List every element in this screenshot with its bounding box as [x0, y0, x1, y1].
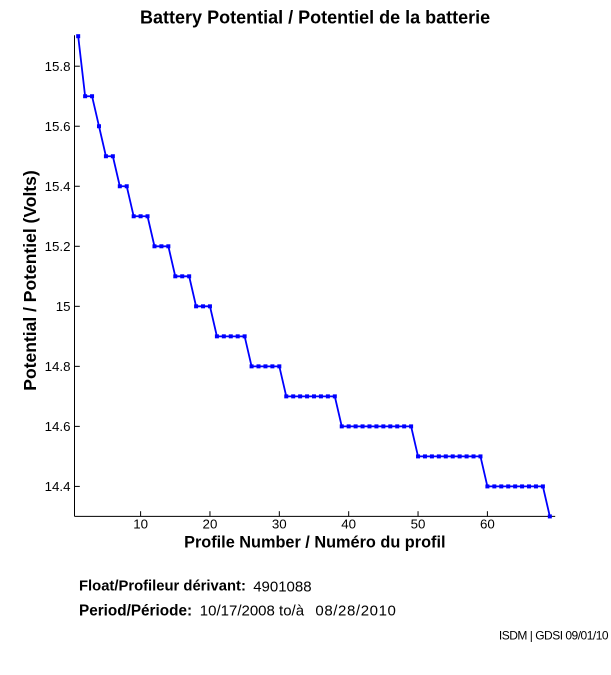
svg-text:10: 10	[133, 517, 148, 532]
svg-text:20: 20	[203, 517, 218, 532]
svg-text:10/17/2008 to/à: 10/17/2008 to/à	[200, 603, 305, 620]
svg-text:15.2: 15.2	[45, 239, 71, 254]
svg-text:Profile Number / Numéro du pro: Profile Number / Numéro du profil	[184, 534, 445, 552]
svg-text:14.8: 14.8	[45, 359, 71, 374]
svg-text:Float/Profileur dérivant:: Float/Profileur dérivant:	[79, 579, 246, 595]
svg-text:Battery Potential / Potentiel: Battery Potential / Potentiel de la batt…	[140, 7, 490, 27]
svg-text:15.8: 15.8	[45, 59, 71, 74]
svg-text:60: 60	[480, 517, 495, 532]
svg-text:ISDM | GDSI 09/01/10: ISDM | GDSI 09/01/10	[499, 629, 609, 643]
svg-text:40: 40	[341, 517, 356, 532]
svg-text:4901088: 4901088	[253, 578, 311, 595]
svg-text:Period/Période:: Period/Période:	[79, 603, 192, 620]
svg-text:15.6: 15.6	[45, 119, 71, 134]
svg-text:08/28/2010: 08/28/2010	[315, 603, 396, 620]
svg-text:15.4: 15.4	[45, 179, 71, 194]
svg-text:14.4: 14.4	[45, 479, 71, 494]
svg-text:Potential / Potentiel (Volts): Potential / Potentiel (Volts)	[20, 170, 40, 390]
svg-text:30: 30	[272, 517, 287, 532]
svg-text:15: 15	[56, 299, 71, 314]
svg-text:50: 50	[411, 517, 426, 532]
svg-text:14.6: 14.6	[45, 419, 71, 434]
